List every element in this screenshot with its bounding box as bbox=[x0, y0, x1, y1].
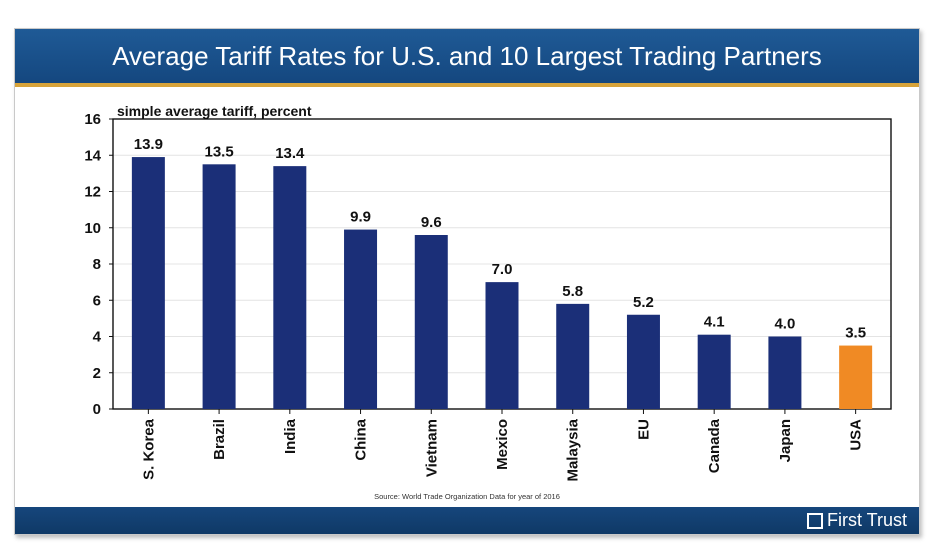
x-tick-label: EU bbox=[635, 419, 652, 440]
title-accent-line bbox=[15, 83, 919, 87]
bar-brazil bbox=[202, 164, 236, 409]
bar-canada bbox=[697, 334, 731, 409]
y-tick-label: 16 bbox=[84, 111, 101, 128]
title-bar: Average Tariff Rates for U.S. and 10 Lar… bbox=[15, 29, 919, 83]
x-tick-label: USA bbox=[848, 419, 865, 451]
brand-name: First Trust bbox=[827, 510, 907, 530]
y-tick-label: 6 bbox=[93, 292, 101, 309]
data-label: 7.0 bbox=[492, 261, 513, 278]
data-label: 13.9 bbox=[134, 136, 163, 153]
bar-usa bbox=[839, 345, 873, 409]
brand-box-icon bbox=[807, 512, 823, 529]
bar-s-korea bbox=[131, 157, 165, 409]
x-tick-label: Mexico bbox=[494, 419, 511, 470]
y-tick-label: 10 bbox=[84, 220, 101, 237]
bar-japan bbox=[768, 336, 802, 409]
x-tick-label: S. Korea bbox=[140, 418, 157, 480]
bar-malaysia bbox=[556, 303, 590, 409]
x-tick-label: Canada bbox=[706, 418, 723, 473]
bar-mexico bbox=[485, 282, 519, 409]
data-label: 5.8 bbox=[562, 283, 583, 300]
data-label: 5.2 bbox=[633, 294, 654, 311]
data-label: 4.0 bbox=[774, 316, 795, 333]
y-tick-label: 8 bbox=[93, 256, 101, 273]
chart-title: Average Tariff Rates for U.S. and 10 Lar… bbox=[112, 40, 822, 71]
x-tick-label: Malaysia bbox=[565, 418, 582, 481]
bar-chart: 0 2 4 6 8 10 12 14 16 simple average tariff, perc… bbox=[84, 103, 892, 482]
y-axis-label: simple average tariff, percent bbox=[117, 103, 312, 119]
x-tick-label: Vietnam bbox=[423, 419, 440, 477]
y-tick-label: 12 bbox=[84, 184, 101, 201]
x-tick-label: India bbox=[282, 418, 299, 454]
y-tick-label: 0 bbox=[93, 401, 101, 418]
footer-bar: First Trust bbox=[15, 507, 919, 534]
bar-eu bbox=[626, 314, 660, 409]
brand-logo: First Trust bbox=[807, 510, 907, 531]
x-tick-label: China bbox=[353, 418, 370, 460]
data-label: 13.4 bbox=[275, 145, 305, 162]
data-label: 3.5 bbox=[845, 325, 866, 342]
y-tick-label: 2 bbox=[93, 365, 101, 382]
bar-china bbox=[344, 229, 378, 409]
bar-vietnam bbox=[414, 235, 448, 409]
bar-india bbox=[273, 166, 307, 409]
data-label: 9.6 bbox=[421, 214, 442, 231]
data-label: 9.9 bbox=[350, 209, 371, 226]
data-label: 4.1 bbox=[704, 314, 725, 331]
y-tick-label: 14 bbox=[84, 147, 101, 164]
y-tick-label: 4 bbox=[93, 329, 102, 346]
data-label: 13.5 bbox=[204, 143, 233, 160]
slide: Average Tariff Rates for U.S. and 10 Lar… bbox=[14, 28, 920, 535]
source-note: Source: World Trade Organization Data fo… bbox=[374, 492, 560, 501]
x-tick-label: Japan bbox=[777, 419, 794, 462]
x-tick-label: Brazil bbox=[211, 419, 228, 460]
